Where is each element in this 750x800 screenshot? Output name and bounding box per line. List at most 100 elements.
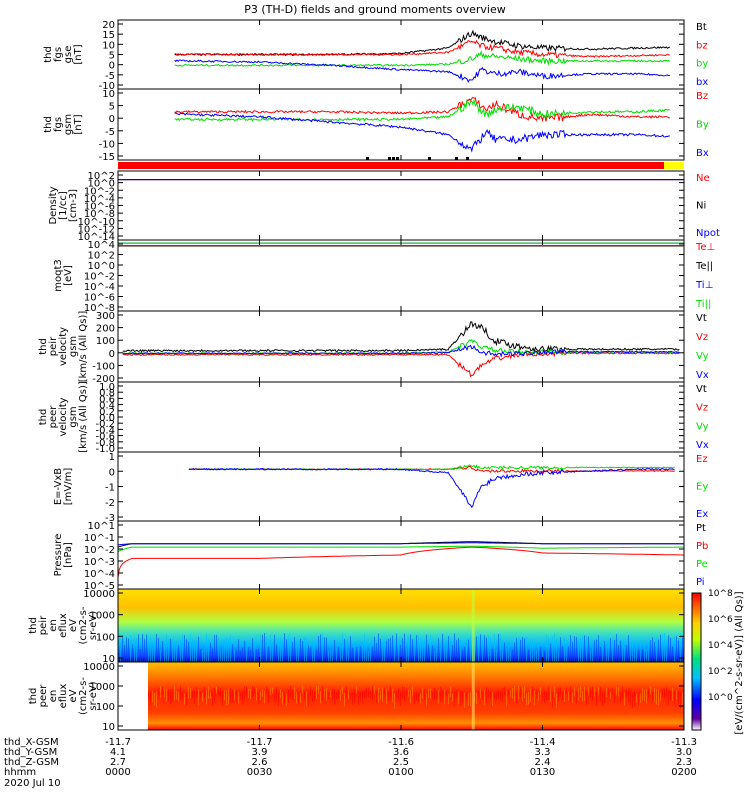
- spectrogram-texture: [424, 688, 425, 701]
- spectrogram-texture: [270, 634, 271, 662]
- y-axis-label: eV: [68, 619, 79, 632]
- y-tick-label: 15: [102, 30, 115, 41]
- spectrogram-texture: [556, 639, 557, 662]
- spectrogram-texture: [458, 638, 459, 662]
- event-band: [471, 589, 475, 662]
- y-axis-label: sr-eV): [88, 681, 99, 710]
- spectrogram-texture: [248, 647, 249, 662]
- y-axis-label: Density: [48, 186, 59, 224]
- spectrogram-texture: [166, 634, 167, 662]
- y-tick-label: -0.2: [95, 419, 115, 430]
- spectrogram-texture: [530, 688, 531, 703]
- spectrogram-texture: [240, 650, 241, 662]
- spectrogram-texture: [592, 647, 593, 662]
- spectrogram-texture: [634, 648, 635, 662]
- y-axis-label: velocity: [58, 397, 69, 436]
- spectrogram-texture: [122, 637, 123, 662]
- spectrogram-texture: [288, 689, 289, 703]
- spectrogram-texture: [130, 636, 131, 662]
- spectrogram-texture: [272, 646, 273, 662]
- spectrogram-texture: [422, 643, 423, 662]
- spectrogram-texture: [498, 633, 499, 662]
- spectrogram-texture: [244, 640, 245, 662]
- time-axis-value: 0100: [388, 767, 413, 778]
- y-axis-label: [km/s (All Qs)]: [78, 311, 89, 383]
- spectrogram-texture: [306, 691, 307, 708]
- spectrogram-texture: [404, 687, 405, 701]
- spectrogram-texture: [146, 634, 147, 662]
- legend-entry: Vy: [696, 421, 709, 432]
- spectrogram-texture: [368, 687, 369, 698]
- legend-entry: Vt: [696, 384, 707, 395]
- series-line-by: [174, 49, 671, 67]
- y-tick-label: -10: [99, 139, 115, 150]
- spectrogram-texture: [620, 640, 621, 662]
- legend-entry: Ti⊥: [695, 280, 713, 291]
- spectrogram-texture: [530, 639, 531, 662]
- spectrogram-texture: [202, 692, 203, 702]
- spectrogram-texture: [222, 691, 223, 706]
- spectrogram-texture: [280, 637, 281, 662]
- spectrogram-texture: [430, 635, 431, 662]
- spectrogram-texture: [652, 637, 653, 662]
- event-band: [471, 662, 475, 730]
- spectrogram-texture: [642, 649, 643, 662]
- spectrogram-texture: [416, 692, 417, 701]
- spectrogram-texture: [656, 688, 657, 705]
- spectrogram-texture: [480, 688, 481, 699]
- legend-entry: bx: [696, 77, 708, 88]
- spectrogram-texture: [254, 686, 255, 695]
- spectrogram-texture: [532, 686, 533, 697]
- spectrogram-texture: [192, 638, 193, 662]
- spectrogram-texture: [288, 634, 289, 662]
- y-tick-label: 0.6: [99, 394, 115, 405]
- y-tick-label: 10^-4: [84, 282, 115, 293]
- y-tick-label: 1000: [90, 611, 115, 622]
- y-tick-label: -2: [105, 498, 115, 509]
- y-tick-label: 20: [102, 20, 115, 31]
- spectrogram-texture: [252, 686, 253, 697]
- spectrogram-texture: [366, 687, 367, 698]
- spectrogram-texture: [324, 688, 325, 697]
- spectrogram-texture: [668, 635, 669, 662]
- spectrogram-texture: [488, 688, 489, 697]
- spectrogram-texture: [264, 690, 265, 704]
- spectrogram-texture: [402, 686, 403, 698]
- spectrogram-texture: [438, 638, 439, 662]
- spectrogram-texture: [136, 638, 137, 662]
- spectrogram-texture: [364, 690, 365, 699]
- spectrogram-texture: [526, 636, 527, 662]
- legend-entry: Pe: [696, 559, 708, 570]
- spectrogram-texture: [318, 685, 319, 695]
- y-axis-label: thd: [43, 116, 54, 133]
- spectrogram-texture: [182, 634, 183, 662]
- y-tick-label: -0.4: [95, 425, 115, 436]
- y-tick-label: -5: [105, 127, 115, 138]
- y-tick-label: 0: [109, 114, 115, 125]
- spectrogram-texture: [480, 634, 481, 662]
- y-tick-label: 10000: [83, 589, 115, 600]
- spectrogram-texture: [270, 687, 271, 696]
- spectrogram-texture: [522, 687, 523, 702]
- spectrogram-texture: [242, 690, 243, 705]
- spectrogram-texture: [172, 641, 173, 662]
- y-tick-label: 10^-4: [84, 569, 115, 580]
- spectrogram-texture: [524, 686, 525, 698]
- spectrogram-texture: [486, 686, 487, 703]
- y-tick-label: 10000: [83, 662, 115, 673]
- spectrogram-texture: [478, 636, 479, 662]
- spectrogram-texture: [654, 688, 655, 703]
- spectrogram-texture: [522, 636, 523, 662]
- spectrogram-texture: [378, 633, 379, 662]
- spectrogram-texture: [414, 692, 415, 704]
- y-tick-label: 300: [96, 311, 115, 322]
- data-gap: [118, 662, 148, 730]
- spectrogram-texture: [390, 685, 391, 698]
- spectrogram-texture: [518, 686, 519, 700]
- spectrogram-texture: [328, 650, 329, 662]
- y-axis-label: [km/s (All Qs)]: [78, 381, 89, 453]
- spectrogram-texture: [470, 636, 471, 662]
- y-tick-label: 10^2: [88, 251, 115, 262]
- spectrogram-texture: [622, 686, 623, 699]
